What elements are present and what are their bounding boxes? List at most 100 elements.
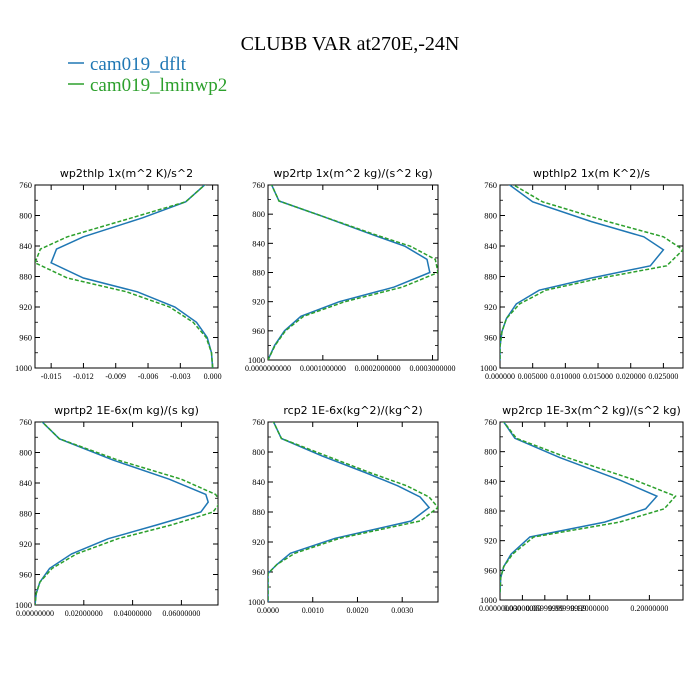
panel-4: wprtp2 1E-6x(m kg)/(s kg) 760 800 840 880 920… — [15, 404, 219, 618]
plot-frame — [499, 184, 684, 369]
x-tick-label: 0.0000000000 — [245, 364, 291, 373]
y-tick-label: 920 — [252, 537, 265, 547]
y-tick-label: 800 — [252, 209, 265, 219]
series-line-cam019_lminwp2 — [500, 422, 677, 593]
y-tick-label: 1000 — [248, 355, 265, 365]
y-tick-label: 760 — [252, 180, 265, 190]
y-tick-label: 880 — [19, 272, 32, 282]
x-tick-label: 0.05999999 — [526, 604, 564, 613]
figure-title: CLUBB VAR at270E,-24N — [241, 33, 460, 55]
x-tick-label: 0.0020 — [346, 606, 368, 615]
panel-3: wpthlp2 1x(m K^2)/s 760 800 840 880 920 960 100… — [480, 167, 684, 381]
y-tick-label: 1000 — [15, 363, 32, 373]
y-tick-label: 800 — [252, 447, 265, 457]
y-tick-label: 760 — [19, 417, 32, 427]
panel-5: rcp2 1E-6x(kg^2)/(kg^2) 760 800 840 880 920 96… — [248, 404, 439, 615]
series-line-cam019_lminwp2 — [35, 185, 214, 368]
panel-1: wp2thlp 1x(m^2 K)/s^2 760 800 840 880 920 960 1… — [15, 167, 222, 381]
x-tick-label: 0.000 — [204, 372, 222, 381]
y-tick-label: 960 — [252, 567, 265, 577]
x-tick-label: -0.012 — [73, 372, 94, 381]
y-tick-label: 920 — [19, 539, 32, 549]
x-tick-label: 0.0002000000 — [355, 364, 401, 373]
y-tick-label: 920 — [484, 302, 497, 312]
y-tick-label: 960 — [484, 333, 497, 343]
y-tick-label: 760 — [19, 180, 32, 190]
y-tick-label: 960 — [19, 570, 32, 580]
panels-container: wp2thlp 1x(m^2 K)/s^2 760 800 840 880 920 960 1… — [15, 167, 684, 618]
x-tick-label: -0.015 — [41, 372, 62, 381]
panel-title: wpthlp2 1x(m K^2)/s — [533, 167, 650, 180]
y-tick-label: 840 — [252, 238, 265, 248]
y-tick-label: 840 — [19, 241, 32, 251]
series-line-cam019_dflt — [35, 422, 210, 605]
x-tick-label: 0.010000 — [550, 372, 580, 381]
x-tick-label: 0.025000 — [648, 372, 678, 381]
panel-title: wp2rcp 1E-3x(m^2 kg)/(s^2 kg) — [502, 404, 681, 417]
series-line-cam019_dflt — [268, 185, 431, 360]
series-line-cam019_dflt — [50, 185, 214, 368]
y-tick-label: 920 — [252, 297, 265, 307]
y-tick-label: 800 — [19, 448, 32, 458]
x-tick-label: 0.0001000000 — [300, 364, 346, 373]
x-tick-label: 0.0030 — [391, 606, 413, 615]
legend-label-lminwp2: cam019_lminwp2 — [90, 75, 227, 96]
x-tick-label: 0.0010 — [302, 606, 324, 615]
y-tick-label: 960 — [484, 565, 497, 575]
panel-title: wprtp2 1E-6x(m kg)/(s kg) — [54, 404, 199, 417]
x-tick-label: 0.03000000 — [503, 604, 541, 613]
plot-frame — [267, 184, 439, 361]
x-tick-label: 0.06000000 — [162, 609, 200, 618]
y-tick-label: 920 — [484, 536, 497, 546]
y-tick-label: 960 — [252, 326, 265, 336]
y-tick-label: 800 — [19, 211, 32, 221]
x-tick-label: 0.08999999 — [548, 604, 586, 613]
y-tick-label: 880 — [484, 272, 497, 282]
y-tick-label: 800 — [484, 447, 497, 457]
x-tick-label: 0.000000000 — [479, 604, 521, 613]
panel-title: wp2rtp 1x(m^2 kg)/(s^2 kg) — [273, 167, 432, 180]
y-tick-label: 1000 — [248, 597, 265, 607]
series-line-cam019_lminwp2 — [268, 185, 438, 360]
panel-2: wp2rtp 1x(m^2 kg)/(s^2 kg) 760 800 840 880 92… — [245, 167, 456, 373]
y-tick-label: 760 — [252, 417, 265, 427]
panel-6: wp2rcp 1E-3x(m^2 kg)/(s^2 kg) 760 800 840 88… — [479, 404, 684, 613]
x-tick-label: 0.000000 — [485, 372, 515, 381]
series-line-cam019_lminwp2 — [35, 422, 218, 605]
y-tick-label: 880 — [252, 507, 265, 517]
series-line-cam019_dflt — [268, 422, 431, 602]
y-tick-label: 1000 — [15, 600, 32, 610]
y-tick-label: 840 — [484, 241, 497, 251]
y-tick-label: 920 — [19, 302, 32, 312]
series-line-cam019_lminwp2 — [268, 422, 438, 602]
x-tick-label: -0.009 — [105, 372, 126, 381]
y-tick-label: 840 — [484, 476, 497, 486]
plot-frame — [267, 421, 439, 603]
y-tick-label: 1000 — [480, 363, 497, 373]
y-tick-label: 800 — [484, 211, 497, 221]
x-tick-label: 0.0003000000 — [410, 364, 456, 373]
y-tick-label: 880 — [19, 509, 32, 519]
y-tick-label: 880 — [252, 268, 265, 278]
x-tick-label: 0.005000 — [518, 372, 548, 381]
series-line-cam019_dflt — [500, 185, 665, 361]
y-tick-label: 960 — [19, 333, 32, 343]
y-tick-label: 760 — [484, 417, 497, 427]
legend: cam019_dflt cam019_lminwp2 — [68, 54, 227, 96]
x-tick-label: 0.04000000 — [114, 609, 152, 618]
plot-frame — [34, 421, 219, 606]
panel-title: rcp2 1E-6x(kg^2)/(kg^2) — [283, 404, 422, 417]
x-tick-label: 0.020000 — [616, 372, 646, 381]
panel-title: wp2thlp 1x(m^2 K)/s^2 — [60, 167, 193, 180]
series-line-cam019_dflt — [500, 422, 659, 593]
x-tick-label: -0.006 — [138, 372, 159, 381]
x-tick-label: 0.20000000 — [630, 604, 668, 613]
y-tick-label: 1000 — [480, 595, 497, 605]
plot-frame — [34, 184, 219, 369]
legend-label-dflt: cam019_dflt — [90, 54, 187, 75]
x-tick-label: 0.02000000 — [65, 609, 103, 618]
y-tick-label: 880 — [484, 506, 497, 516]
x-tick-label: 0.0000 — [257, 606, 279, 615]
y-tick-label: 840 — [252, 477, 265, 487]
